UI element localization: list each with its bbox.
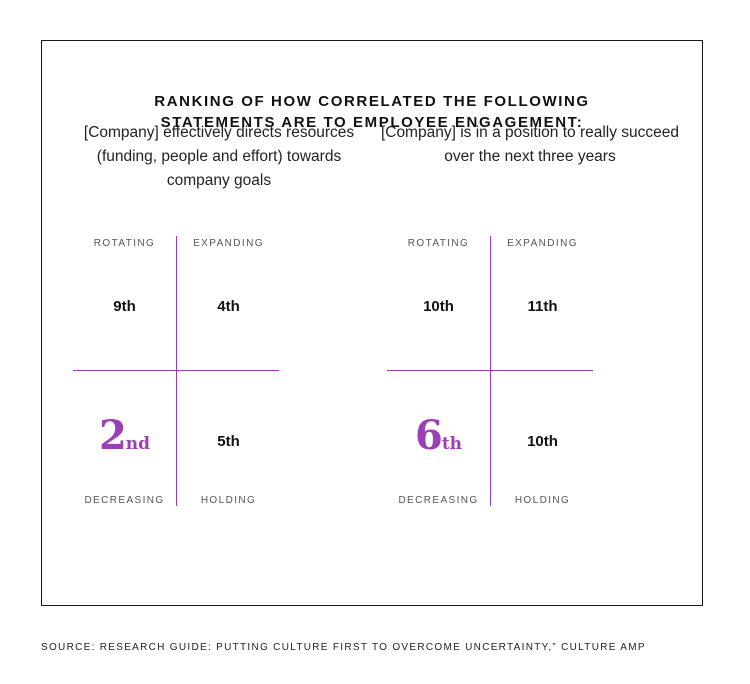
label-rotating: ROTATING — [93, 238, 156, 249]
quadrant-vertical-axis — [490, 236, 491, 506]
quadrant-horizontal-axis — [73, 370, 279, 371]
rank-decreasing-highlight: 6th — [387, 412, 490, 459]
highlight-number: 6 — [414, 412, 443, 459]
label-decreasing: DECREASING — [84, 495, 165, 506]
label-holding: HOLDING — [200, 495, 257, 506]
label-decreasing: DECREASING — [398, 495, 479, 506]
quadrant-right: ROTATING EXPANDING DECREASING HOLDING 10… — [387, 236, 593, 506]
source-note: SOURCE: RESEARCH GUIDE: PUTTING CULTURE … — [41, 642, 646, 653]
statement-right: [Company] is in a position to really suc… — [380, 124, 680, 165]
highlight-number: 2 — [98, 412, 127, 459]
highlight-suffix: th — [441, 434, 463, 454]
quadrant-left: ROTATING EXPANDING DECREASING HOLDING 9t… — [73, 236, 279, 506]
rank-expanding: 4th — [217, 298, 240, 315]
rank-holding: 5th — [217, 433, 240, 450]
highlight-suffix: nd — [125, 434, 151, 454]
infographic-title: RANKING OF HOW CORRELATED THE FOLLOWING … — [42, 91, 702, 133]
rank-rotating: 9th — [113, 298, 136, 315]
label-holding: HOLDING — [514, 495, 571, 506]
rank-holding: 10th — [527, 433, 558, 450]
rank-decreasing-highlight: 2nd — [73, 412, 176, 459]
title-line-1: RANKING OF HOW CORRELATED THE FOLLOWING — [154, 93, 590, 110]
quadrant-vertical-axis — [176, 236, 177, 506]
label-expanding: EXPANDING — [507, 238, 578, 249]
infographic-frame: RANKING OF HOW CORRELATED THE FOLLOWING … — [41, 40, 703, 606]
quadrant-horizontal-axis — [387, 370, 593, 371]
statement-left: [Company] effectively directs resources … — [83, 124, 355, 189]
title-line-2: STATEMENTS ARE TO EMPLOYEE ENGAGEMENT: — [160, 114, 584, 131]
rank-rotating: 10th — [423, 298, 454, 315]
label-expanding: EXPANDING — [193, 238, 264, 249]
label-rotating: ROTATING — [407, 238, 470, 249]
rank-expanding: 11th — [527, 298, 558, 315]
